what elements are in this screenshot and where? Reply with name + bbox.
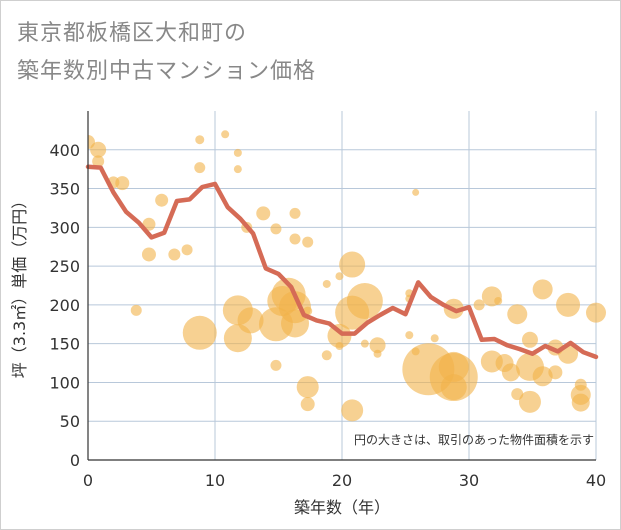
bubble-point <box>90 141 107 158</box>
bubble-point <box>346 283 383 320</box>
x-tick-label: 30 <box>459 471 479 490</box>
bubble-point <box>300 397 315 412</box>
bubble-point <box>289 207 301 219</box>
chart-title-line2: 築年数別中古マンション価格 <box>17 59 317 84</box>
grid <box>88 111 597 460</box>
bubble-point <box>270 359 282 371</box>
bubble-point <box>237 307 264 334</box>
x-tick-label: 40 <box>586 471 606 490</box>
bubble-point <box>115 176 130 191</box>
bubble-point <box>281 309 310 338</box>
bubble-point <box>168 248 181 261</box>
bubble-point <box>182 315 217 350</box>
bubble-point <box>548 365 563 380</box>
bubble-point <box>296 376 319 399</box>
bubble-point <box>327 323 352 348</box>
bubble-point <box>322 279 331 288</box>
y-tick-label: 200 <box>49 296 80 315</box>
bubble-point <box>473 299 485 311</box>
bubble-layer <box>88 130 606 422</box>
bubble-point <box>360 339 369 348</box>
bubble-point <box>92 155 105 168</box>
size-note: 円の大きさは、取引のあった物件面積を示す <box>354 432 594 447</box>
bubble-point <box>256 206 271 221</box>
y-axis-title: 坪（3.3㎡）単価（万円） <box>10 193 29 378</box>
bubble-point <box>233 165 242 174</box>
bubble-point <box>289 233 301 245</box>
average-line-layer <box>85 164 599 360</box>
bubble-point <box>195 135 205 145</box>
bubble-point <box>339 251 366 278</box>
x-axis-title: 築年数（年） <box>294 498 390 517</box>
bubble-point <box>532 366 553 387</box>
bubble-point <box>494 297 503 306</box>
bubble-point <box>440 374 467 401</box>
bubble-point <box>373 349 382 358</box>
bubble-point <box>532 279 553 300</box>
bubble-point <box>302 236 314 248</box>
y-tick-label: 400 <box>49 141 80 160</box>
x-tick-label: 20 <box>332 471 352 490</box>
bubble-point <box>321 350 332 361</box>
x-tick-label: 0 <box>83 471 93 490</box>
y-tick-label: 150 <box>49 335 80 354</box>
average-price-line <box>85 164 599 360</box>
bubble-point <box>521 331 538 348</box>
bubble-point <box>194 162 206 174</box>
bubble-point <box>501 363 520 382</box>
bubble-point <box>270 223 282 235</box>
bubble-point <box>233 148 242 157</box>
bubble-point <box>369 337 386 354</box>
bubble-point <box>412 188 420 196</box>
bubble-point <box>335 272 344 281</box>
y-tick-label: 50 <box>60 412 80 431</box>
y-tick-label: 0 <box>70 451 80 470</box>
bubble-point <box>507 304 528 325</box>
bubble-point <box>155 193 169 207</box>
y-tick-label: 300 <box>49 218 80 237</box>
bubble-point <box>130 304 142 316</box>
bubble-point <box>405 331 414 340</box>
bubble-point <box>518 390 541 413</box>
x-tick-label: 10 <box>205 471 225 490</box>
y-tick-label: 350 <box>49 180 80 199</box>
bubble-point <box>571 393 590 412</box>
bubble-point <box>335 341 344 350</box>
axes: 0 50 100 150 200 250 300 350 400 0 10 20 30 40 <box>49 111 606 490</box>
y-tick-label: 100 <box>49 373 80 392</box>
bubble-point <box>341 399 364 422</box>
chart-title-line1: 東京都板橋区大和町の <box>17 21 248 46</box>
bubble-point <box>181 244 193 256</box>
bubble-point <box>430 334 439 343</box>
y-tick-label: 250 <box>49 257 80 276</box>
bubble-point <box>586 302 606 323</box>
bubble-point <box>141 247 156 262</box>
bubble-point <box>556 292 581 317</box>
bubble-point <box>221 130 230 139</box>
